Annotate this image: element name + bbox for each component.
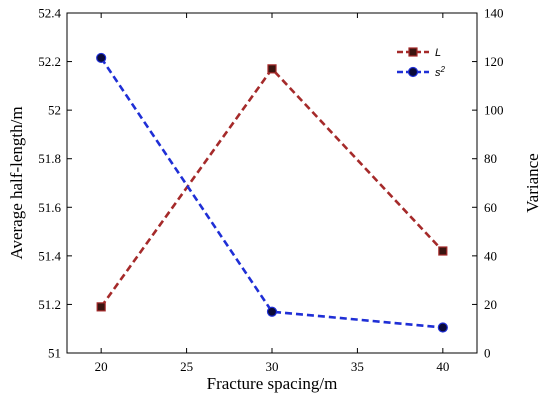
- left-y-tick-label: 51.4: [38, 248, 61, 263]
- series-group: [96, 52, 448, 333]
- plot-frame: [66, 12, 478, 354]
- data-point-l: [438, 246, 448, 256]
- legend-swatch-marker-l: [408, 47, 418, 57]
- legend: Ls2: [397, 47, 446, 79]
- legend-swatch-marker-s2: [407, 66, 419, 78]
- x-tick-label: 40: [436, 359, 449, 374]
- data-point-l: [267, 64, 277, 74]
- axes-group: 20 25 30 35 40 51 51.2 51.4 51.6 51.8 52 52.2 52.4 0 2…: [38, 6, 503, 375]
- right-y-axis-title: Variance: [523, 153, 542, 212]
- x-axis-title: Fracture spacing/m: [207, 374, 338, 393]
- right-y-tick-label: 20: [484, 297, 497, 312]
- right-y-tick-label: 0: [484, 346, 491, 361]
- x-tick-label: 35: [351, 359, 364, 374]
- left-y-tick-label: 51.8: [38, 151, 61, 166]
- left-y-tick-label: 52.4: [38, 6, 61, 21]
- left-y-axis-title: Average half-length/m: [7, 106, 26, 259]
- data-point-s2: [437, 322, 448, 333]
- right-y-tick-label: 140: [484, 6, 504, 21]
- left-y-tick-label: 51: [48, 346, 61, 361]
- right-y-tick-label: 80: [484, 151, 497, 166]
- legend-label-l: L: [435, 47, 441, 59]
- x-tick-label: 20: [95, 359, 108, 374]
- data-point-l: [96, 302, 106, 312]
- x-tick-label: 30: [266, 359, 279, 374]
- series-line-s2: [100, 57, 443, 329]
- left-y-tick-label: 51.6: [38, 200, 61, 215]
- data-point-s2: [96, 52, 107, 64]
- right-y-tick-label: 120: [484, 54, 504, 69]
- legend-label-s2: s2: [435, 65, 446, 80]
- right-y-tick-label: 60: [484, 200, 497, 215]
- data-point-s2: [266, 306, 278, 317]
- right-y-tick-label: 100: [484, 103, 504, 118]
- x-tick-label: 25: [180, 359, 193, 374]
- left-y-tick-label: 52: [48, 103, 61, 118]
- right-y-tick-label: 40: [484, 248, 497, 263]
- left-y-tick-label: 52.2: [38, 54, 61, 69]
- series-line-l: [100, 66, 444, 308]
- left-y-tick-label: 51.2: [38, 297, 61, 312]
